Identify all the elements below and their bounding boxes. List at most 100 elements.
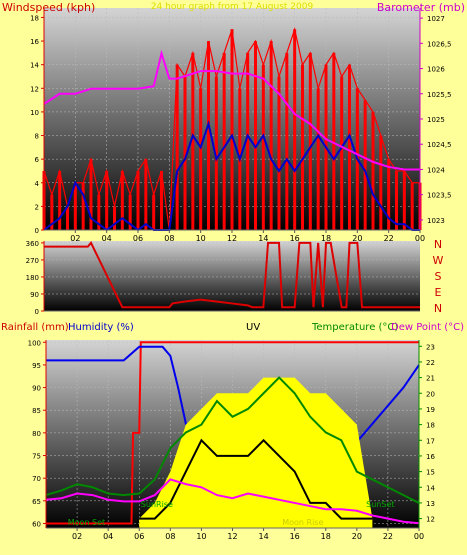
y-tick-label: 360 xyxy=(26,240,39,248)
dewpoint-title: Dew Point (°C) xyxy=(391,322,464,333)
climate-annotations: SunRise SunSet Moon Set Moon Rise xyxy=(68,500,395,527)
y2-tick-label: 14 xyxy=(426,484,435,492)
y2-tick-label: 1025 xyxy=(427,116,445,124)
compass-label-n: N xyxy=(434,302,442,315)
climate-series xyxy=(45,341,420,528)
y2-tick-label: 18 xyxy=(426,422,435,430)
y-tick-label: 12 xyxy=(30,85,39,93)
y-tick-label: 95 xyxy=(32,362,41,370)
x-tick-label: 04 xyxy=(103,532,113,541)
y2-tick-label: 1023 xyxy=(427,217,445,225)
wind-series xyxy=(42,27,422,232)
x-tick-label: 06 xyxy=(134,532,144,541)
uv-area xyxy=(139,377,373,528)
y-tick-label: 85 xyxy=(32,407,41,415)
compass-label-w: W xyxy=(433,254,444,267)
x-tick-label: 12 xyxy=(227,234,237,243)
rainfall-mm-line xyxy=(46,341,419,525)
x-tick-label: 14 xyxy=(258,234,268,243)
x-tick-label: 20 xyxy=(352,532,362,541)
x-tick-label: 00 xyxy=(415,234,425,243)
x-tick-label: 08 xyxy=(165,532,175,541)
y-tick-label: 75 xyxy=(32,453,41,461)
y2-tick-label: 23 xyxy=(426,343,435,351)
y-tick-label: 6 xyxy=(35,156,40,164)
y2-tick-label: 17 xyxy=(426,437,435,445)
temperature-c-line xyxy=(45,376,420,504)
x-tick-label: 04 xyxy=(102,234,112,243)
y-tick-label: 0 xyxy=(35,308,39,316)
x-tick-label: 08 xyxy=(164,234,174,243)
y-tick-label: 10 xyxy=(30,109,39,117)
y-tick-label: 14 xyxy=(30,62,39,70)
y2-tick-label: 21 xyxy=(426,375,435,383)
y-tick-label: 2 xyxy=(35,203,39,211)
humidity-title: Humidity (%) xyxy=(68,322,134,333)
y-tick-label: 90 xyxy=(30,291,39,299)
y2-tick-label: 22 xyxy=(426,359,435,367)
y-tick-label: 18 xyxy=(30,14,39,22)
sunrise-label: SunRise xyxy=(141,500,173,509)
sunset-label: SunSet xyxy=(366,500,394,509)
temperature-title: Temperature (°C) xyxy=(311,322,398,333)
windspeed-title: Windspeed (kph) xyxy=(2,1,95,14)
barometer-mb-line xyxy=(43,49,420,171)
dew-point-c-line xyxy=(45,478,420,525)
y2-tick-label: 13 xyxy=(426,500,435,508)
y2-tick-label: 19 xyxy=(426,406,435,414)
compass-label-s: S xyxy=(435,270,442,283)
y-tick-label: 270 xyxy=(26,257,39,265)
wind-panel: 02 04 06 08 10 12 14 16 18 20 22 000246810121416181… xyxy=(2,1,465,243)
windspeed-kph-line xyxy=(43,27,420,231)
y-tick-label: 60 xyxy=(32,520,41,528)
y-tick-label: 100 xyxy=(28,339,41,347)
y-tick-label: 0 xyxy=(35,227,39,235)
x-tick-label: 02 xyxy=(72,532,82,541)
x-tick-label: 12 xyxy=(227,532,237,541)
barometer-title: Barometer (mb) xyxy=(377,1,465,14)
climate-panel: Rainfall (mm) Humidity (%) UV Temperatur… xyxy=(1,322,464,541)
y-tick-label: 90 xyxy=(32,385,41,393)
direction-axes: 0 90 180 270 360 xyxy=(26,240,420,316)
y-tick-label: 4 xyxy=(35,180,40,188)
y2-tick-label: 1024 xyxy=(427,166,445,174)
wind-direction-line xyxy=(44,241,420,309)
y2-tick-label: 12 xyxy=(426,516,435,524)
y-tick-label: 16 xyxy=(30,38,39,46)
x-tick-label: 14 xyxy=(258,532,268,541)
x-tick-label: 02 xyxy=(70,234,80,243)
direction-series xyxy=(44,241,420,309)
y2-tick-label: 15 xyxy=(426,469,435,477)
x-tick-label: 10 xyxy=(196,234,206,243)
wind-axes: 02 04 06 08 10 12 14 16 18 20 22 000246810121416181… xyxy=(30,8,452,243)
moonset-label: Moon Set xyxy=(68,518,105,527)
compass-label-n: N xyxy=(434,238,442,251)
y2-tick-label: 1023,5 xyxy=(427,192,452,200)
x-tick-label: 06 xyxy=(133,234,143,243)
x-tick-label: 22 xyxy=(384,234,394,243)
x-tick-label: 18 xyxy=(321,234,331,243)
y-tick-label: 8 xyxy=(35,133,39,141)
y-tick-label: 180 xyxy=(26,274,39,282)
rainfall-title: Rainfall (mm) xyxy=(1,322,69,333)
x-tick-label: 16 xyxy=(290,234,300,243)
y2-tick-label: 1026,5 xyxy=(427,40,452,48)
y2-tick-label: 16 xyxy=(426,453,435,461)
y2-tick-label: 1027 xyxy=(427,15,445,23)
y-tick-label: 65 xyxy=(32,498,41,506)
y-tick-label: 80 xyxy=(32,430,41,438)
compass-label-e: E xyxy=(435,286,442,299)
x-tick-label: 10 xyxy=(196,532,206,541)
x-tick-label: 16 xyxy=(290,532,300,541)
x-tick-label: 20 xyxy=(352,234,362,243)
y2-tick-label: 1025,5 xyxy=(427,91,452,99)
direction-plot-area xyxy=(44,241,420,311)
y-tick-label: 70 xyxy=(32,475,41,483)
climate-axes: 02 04 06 08 10 12 14 16 18 20 22 00 60 65 70 75 80 85 90 95… xyxy=(28,339,436,541)
x-tick-label: 18 xyxy=(321,532,331,541)
moonrise-label: Moon Rise xyxy=(282,518,323,527)
